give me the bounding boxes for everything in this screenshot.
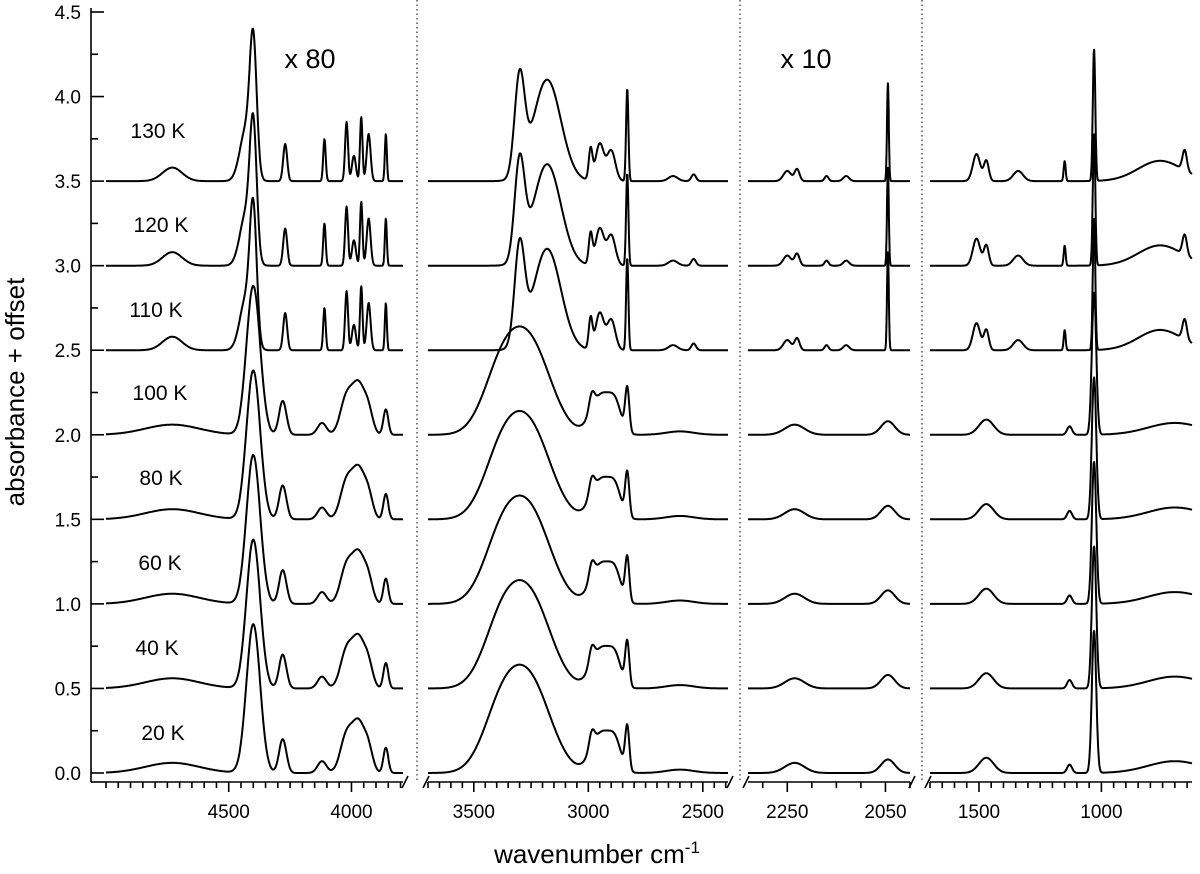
spectrum-40k-panel-1 <box>105 538 404 690</box>
y-tick-label: 0.0 <box>55 764 81 785</box>
spectrum-20k-panel-4 <box>929 630 1193 774</box>
spectrum-100k-panel-3 <box>747 420 911 436</box>
spectrum-20k-panel-3 <box>747 758 911 774</box>
temperature-label-80k: 80 K <box>139 467 182 490</box>
temperature-label-110k: 110 K <box>129 299 182 322</box>
y-tick-label: 1.0 <box>55 595 81 616</box>
spectrum-110k-panel-2 <box>427 236 729 352</box>
spectrum-130k-panel-3 <box>747 82 911 183</box>
y-tick-label: 0.5 <box>55 679 81 700</box>
y-tick-label: 4.0 <box>55 88 81 109</box>
y-tick-label: 1.5 <box>55 510 81 531</box>
x-tick-label: 4500 <box>208 802 250 823</box>
panel-3-axis-break-left <box>742 775 750 789</box>
spectrum-100k-panel-1 <box>105 284 404 436</box>
x-axis-title: wavenumber cm-1 <box>493 838 700 869</box>
spectrum-100k-panel-2 <box>427 325 729 436</box>
x-tick-label: 1000 <box>1080 802 1122 823</box>
y-tick-label: 3.5 <box>55 172 81 193</box>
panel-4: 1500 1000 <box>924 48 1193 823</box>
panel-2-axis-break-left <box>422 775 430 789</box>
spectrum-110k-panel-4 <box>929 217 1193 352</box>
x-tick-label: 2500 <box>682 802 724 823</box>
spectrum-80k-panel-3 <box>747 504 911 521</box>
spectrum-60k-panel-1 <box>105 454 404 605</box>
panel-1-scale-label: x 80 <box>284 44 335 74</box>
spectrum-60k-panel-4 <box>929 461 1193 605</box>
spectrum-120k-panel-1 <box>105 112 404 267</box>
spectrum-60k-panel-2 <box>427 494 729 605</box>
temperature-label-120k: 120 K <box>134 214 189 237</box>
spectrum-100k-panel-4 <box>929 291 1193 436</box>
spectrum-130k-panel-4 <box>929 48 1193 183</box>
spectrum-130k-panel-2 <box>427 67 729 183</box>
x-tick-label: 4000 <box>330 802 372 823</box>
panel-4-axis-break-left <box>924 775 932 789</box>
spectrum-20k-panel-2 <box>427 663 729 774</box>
spectrum-60k-panel-3 <box>747 589 911 605</box>
panel-2: 3500 3000 2500 <box>422 67 734 823</box>
temperature-label-130k: 130 K <box>131 120 186 143</box>
y-tick-label: 3.0 <box>55 257 81 278</box>
spectrum-120k-panel-3 <box>747 166 911 267</box>
spectrum-40k-panel-2 <box>427 579 729 690</box>
spectrum-80k-panel-1 <box>105 369 404 521</box>
panel-2-axis-break-right <box>726 775 734 789</box>
temperature-label-20k: 20 K <box>141 722 184 745</box>
y-tick-label: 2.0 <box>55 426 81 447</box>
spectrum-120k-panel-4 <box>929 133 1193 267</box>
temperature-label-40k: 40 K <box>135 637 178 660</box>
y-axis-title: absorbance + offset <box>0 277 30 506</box>
x-tick-label: 2050 <box>864 802 906 823</box>
spectrum-110k-panel-3 <box>747 251 911 352</box>
spectrum-110k-panel-1 <box>105 196 404 352</box>
spectrum-20k-panel-1 <box>105 623 404 774</box>
x-tick-label: 1500 <box>958 802 1000 823</box>
temperature-label-60k: 60 K <box>138 552 181 575</box>
spectrum-40k-panel-3 <box>747 673 911 690</box>
temperature-label-100k: 100 K <box>133 382 188 405</box>
spectrum-40k-panel-4 <box>929 545 1193 690</box>
panel-3-scale-label: x 10 <box>780 44 831 74</box>
y-tick-label: 4.5 <box>55 3 81 24</box>
panel-1-axis-break-right <box>401 775 409 789</box>
panel-3: 2250 2050 x 10 <box>742 44 916 823</box>
spectrum-80k-panel-4 <box>929 376 1193 521</box>
x-tick-label: 2250 <box>766 802 808 823</box>
spectrum-120k-panel-2 <box>427 152 729 267</box>
y-tick-label: 2.5 <box>55 341 81 362</box>
spectrum-80k-panel-2 <box>427 410 729 521</box>
spectrum-130k-panel-1 <box>105 27 404 183</box>
x-tick-label: 3000 <box>567 802 609 823</box>
panel-1: 4500 4000 x 80 <box>105 27 409 823</box>
x-tick-label: 3500 <box>453 802 495 823</box>
